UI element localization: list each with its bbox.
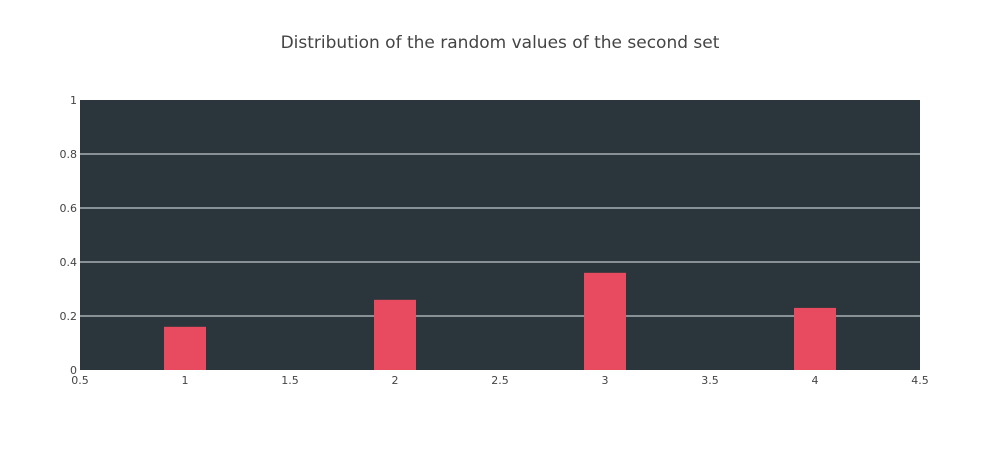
grid-lines xyxy=(80,153,920,317)
bar-4 xyxy=(794,307,836,370)
chart-title: Distribution of the random values of the… xyxy=(280,33,720,53)
x-tick-label: 2.5 xyxy=(491,374,509,387)
y-tick-label: 0 xyxy=(70,364,77,377)
bar-1 xyxy=(164,326,206,370)
y-tick-label: 0.2 xyxy=(60,310,78,323)
x-tick-label: 2 xyxy=(392,374,399,387)
x-tick-label: 4 xyxy=(812,374,819,387)
x-tick-label: 3.5 xyxy=(701,374,719,387)
x-tick-label: 1 xyxy=(182,374,189,387)
x-axis-ticks: 0.5 1 1.5 2 2.5 3 3.5 4 4.5 xyxy=(71,374,929,387)
y-tick-label: 1 xyxy=(70,94,77,107)
x-tick-label: 4.5 xyxy=(911,374,929,387)
bars xyxy=(164,272,836,370)
y-tick-label: 0.6 xyxy=(60,202,78,215)
bar-2 xyxy=(374,299,416,370)
x-tick-label: 3 xyxy=(602,374,609,387)
y-tick-label: 0.8 xyxy=(60,148,78,161)
plot-background xyxy=(80,100,920,370)
x-tick-label: 0.5 xyxy=(71,374,89,387)
y-tick-label: 0.4 xyxy=(60,256,78,269)
y-axis-ticks: 0 0.2 0.4 0.6 0.8 1 xyxy=(60,94,78,377)
bar-3 xyxy=(584,272,626,370)
x-tick-label: 1.5 xyxy=(281,374,299,387)
